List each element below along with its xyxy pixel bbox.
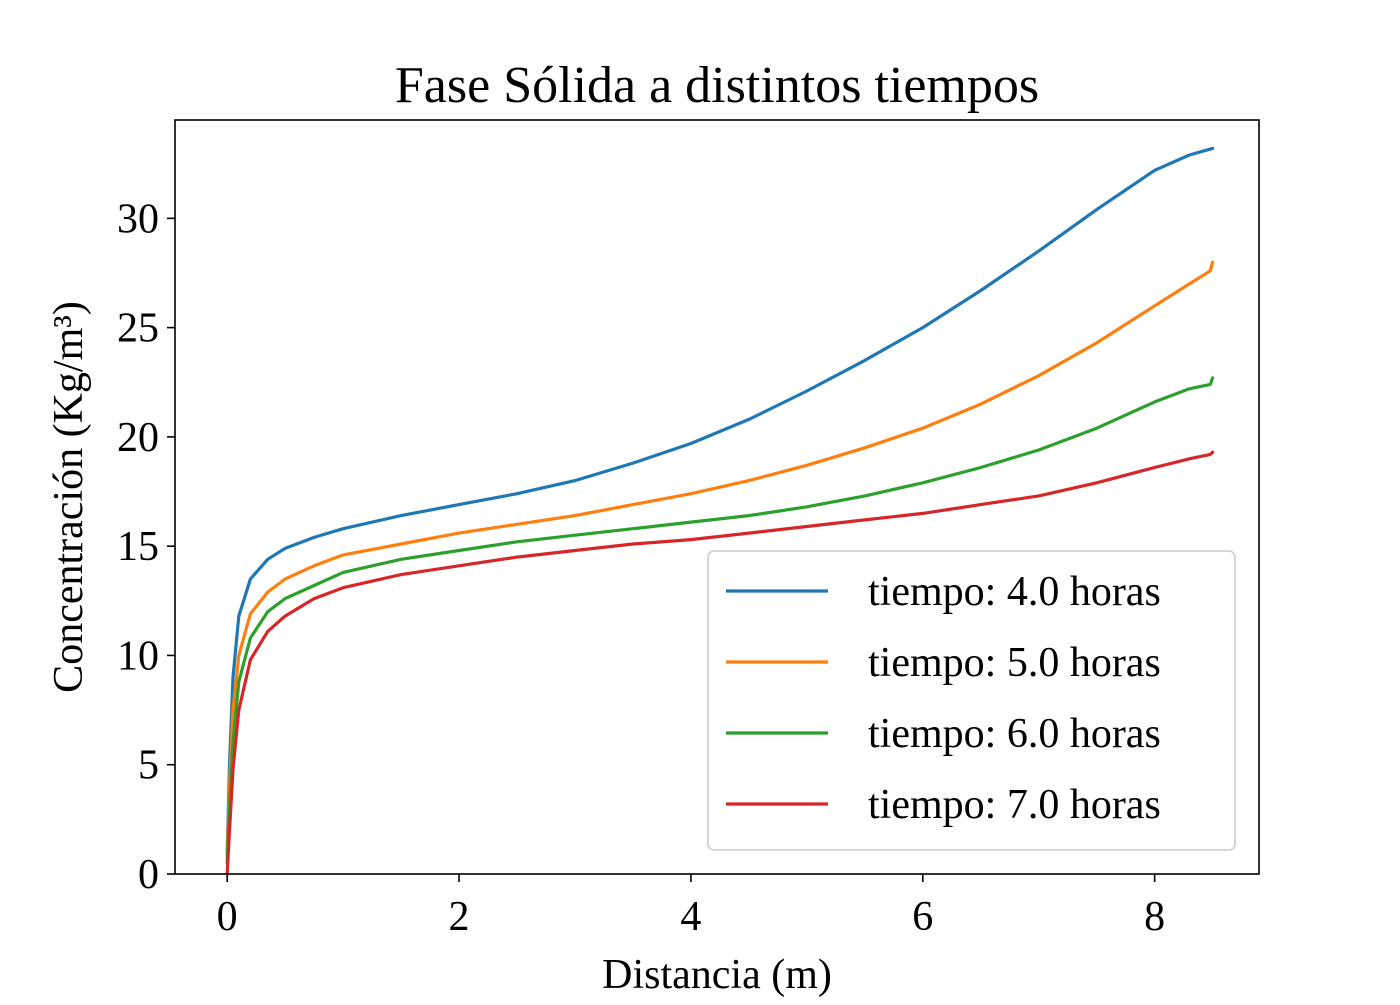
plot-area <box>225 146 1215 876</box>
x-axis: 0 2 4 6 8 <box>217 874 1165 940</box>
y-tick-label: 15 <box>117 524 159 570</box>
y-tick-label: 30 <box>117 196 159 242</box>
legend-label: tiempo: 4.0 horas <box>868 569 1161 615</box>
y-tick-label: 20 <box>117 415 159 461</box>
x-tick-label: 2 <box>449 894 470 940</box>
series-line-4 <box>225 450 1215 876</box>
x-tick-label: 8 <box>1144 894 1165 940</box>
legend-label: tiempo: 7.0 horas <box>868 782 1161 828</box>
chart-title: Fase Sólida a distintos tiempos <box>395 57 1039 114</box>
legend-box <box>707 550 1236 851</box>
y-tick-label: 5 <box>138 743 159 789</box>
x-tick-label: 0 <box>217 894 238 940</box>
legend-label: tiempo: 6.0 horas <box>868 711 1161 757</box>
x-tick-label: 4 <box>680 894 701 940</box>
x-tick-label: 6 <box>912 894 933 940</box>
plot-frame <box>174 119 1260 875</box>
y-axis-label: Concentración (Kg/m³) <box>46 301 92 693</box>
series-line-2 <box>225 260 1215 859</box>
y-tick-label: 25 <box>117 306 159 352</box>
x-axis-label: Distancia (m) <box>602 952 832 998</box>
y-tick-label: 0 <box>138 852 159 898</box>
series-line-3 <box>225 376 1215 865</box>
legend-label: tiempo: 5.0 horas <box>868 640 1161 686</box>
y-tick-label: 10 <box>117 633 159 679</box>
legend: tiempo: 4.0 horas tiempo: 5.0 horas tiempo… <box>707 550 1236 851</box>
series-line-1 <box>225 146 1215 854</box>
y-axis: 0 5 10 15 20 25 30 <box>117 196 175 898</box>
